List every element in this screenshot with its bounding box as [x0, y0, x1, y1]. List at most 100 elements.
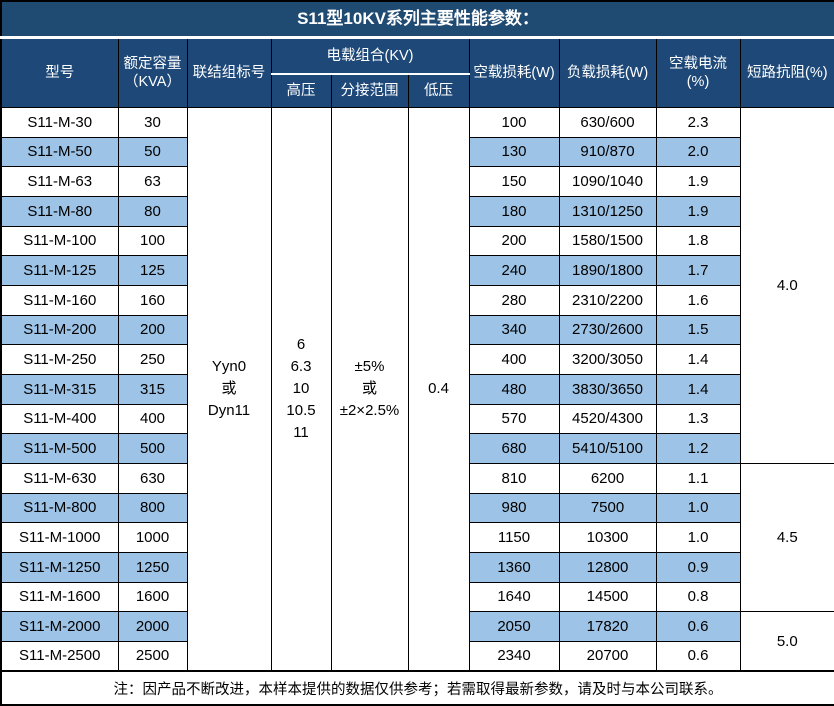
- capacity-cell: 500: [117, 433, 188, 464]
- no-load-loss-cell: 1150: [468, 522, 560, 553]
- no-load-current-cell: 1.9: [655, 166, 741, 197]
- no-load-loss-cell: 2340: [468, 640, 560, 672]
- no-load-loss-cell: 400: [468, 344, 560, 375]
- no-load-current-cell: 1.7: [655, 255, 741, 286]
- lv-value-cell: 0.4: [407, 107, 470, 672]
- no-load-current-cell: 1.1: [655, 462, 741, 494]
- capacity-cell: 125: [117, 255, 188, 286]
- capacity-cell: 1250: [117, 551, 188, 583]
- header-row-1: 型号 额定容量 （KVA） 联结组标号 电载组合(KV) 空载损耗(W) 负载损…: [0, 37, 834, 108]
- load-loss-cell: 10300: [558, 522, 657, 553]
- col-header-capacity: 额定容量 （KVA）: [117, 37, 188, 108]
- load-loss-cell: 6200: [558, 462, 657, 494]
- page-title: S11型10KV系列主要性能参数：: [0, 0, 834, 39]
- load-loss-cell: 12800: [558, 551, 657, 583]
- col-header-model: 型号: [0, 37, 119, 108]
- model-cell: S11-M-1250: [0, 551, 119, 583]
- no-load-current-cell: 2.3: [655, 107, 741, 138]
- capacity-cell: 1000: [117, 522, 188, 553]
- no-load-current-cell: 1.0: [655, 522, 741, 553]
- model-cell: S11-M-30: [0, 107, 119, 138]
- col-header-capacity-line1: 额定容量: [123, 55, 182, 72]
- model-cell: S11-M-250: [0, 344, 119, 375]
- load-loss-cell: 1580/1500: [558, 225, 657, 257]
- table-row: S11-M-1250 1250 1360 12800 0.9: [0, 551, 834, 583]
- capacity-cell: 250: [117, 344, 188, 375]
- no-load-loss-cell: 130: [468, 136, 560, 168]
- model-cell: S11-M-50: [0, 136, 119, 168]
- table-row: S11-M-2000 2000 2050 17820 0.6 5.0: [0, 611, 834, 672]
- model-cell: S11-M-63: [0, 166, 119, 197]
- capacity-cell: 50: [117, 136, 188, 168]
- capacity-cell: 200: [117, 314, 188, 346]
- no-load-current-cell: 1.8: [655, 225, 741, 257]
- no-load-current-cell: 0.6: [655, 640, 741, 672]
- no-load-loss-cell: 2050: [468, 611, 560, 642]
- hv-values-cell-line: 6.3: [290, 358, 312, 375]
- col-header-connection: 联结组标号: [186, 37, 272, 108]
- capacity-cell: 315: [117, 373, 188, 405]
- load-loss-cell: 1090/1040: [558, 166, 657, 197]
- no-load-current-cell: 0.8: [655, 581, 741, 613]
- col-header-lv: 低压: [407, 73, 470, 108]
- tap-range-cell: ±5% 或 ±2×2.5%: [330, 107, 409, 672]
- no-load-loss-cell: 340: [468, 314, 560, 346]
- table-row: S11-M-30 30 Yyn0 或 Dyn11 6 6.3 10 10.5 11 ±5% 或 ±2×2…: [0, 107, 834, 672]
- hv-values-cell-line: 10.5: [286, 402, 316, 419]
- col-header-load-loss: 负载损耗(W): [558, 37, 657, 108]
- load-loss-cell: 17820: [558, 611, 657, 642]
- no-load-current-cell: 1.6: [655, 284, 741, 316]
- table-row: S11-M-630 630 810 6200 1.1 4.5: [0, 462, 834, 613]
- load-loss-cell: 2310/2200: [558, 284, 657, 316]
- capacity-cell: 2500: [117, 640, 188, 672]
- load-loss-cell: 2730/2600: [558, 314, 657, 346]
- capacity-cell: 100: [117, 225, 188, 257]
- table-row: S11-M-315 315 480 3830/3650 1.4: [0, 373, 834, 405]
- col-header-voltage-group: 电载组合(KV): [270, 37, 470, 75]
- model-cell: S11-M-630: [0, 462, 119, 494]
- col-header-tap-range: 分接范围: [330, 73, 409, 108]
- load-loss-cell: 4520/4300: [558, 403, 657, 435]
- table-row: S11-M-200 200 340 2730/2600 1.5: [0, 314, 834, 346]
- lv-value-cell-line: 0.4: [428, 380, 449, 397]
- col-header-no-load-loss: 空载损耗(W): [468, 37, 560, 108]
- table-row: S11-M-2500 2500 2340 20700 0.6: [0, 640, 834, 672]
- model-cell: S11-M-800: [0, 492, 119, 524]
- table-row: S11-M-1600 1600 1640 14500 0.8: [0, 581, 834, 613]
- note-text: 注：因产品不断改进，本样本提供的数据仅供参考；若需取得最新参数，请及时与本公司联…: [0, 670, 834, 706]
- no-load-current-cell: 1.4: [655, 373, 741, 405]
- load-loss-cell: 1890/1800: [558, 255, 657, 286]
- table-row: S11-M-400 400 570 4520/4300 1.3: [0, 403, 834, 435]
- impedance-group-cell: 4.5: [739, 462, 834, 613]
- impedance-group-cell: 5.0: [739, 611, 834, 672]
- col-header-impedance: 短路抗阻(%): [739, 37, 834, 108]
- load-loss-cell: 3200/3050: [558, 344, 657, 375]
- table-row: S11-M-63 63 150 1090/1040 1.9: [0, 166, 834, 197]
- no-load-loss-cell: 980: [468, 492, 560, 524]
- no-load-current-cell: 1.0: [655, 492, 741, 524]
- col-header-capacity-line2: （KVA）: [124, 74, 181, 90]
- model-cell: S11-M-400: [0, 403, 119, 435]
- no-load-loss-cell: 280: [468, 284, 560, 316]
- no-load-loss-cell: 150: [468, 166, 560, 197]
- model-cell: S11-M-100: [0, 225, 119, 257]
- no-load-current-cell: 1.9: [655, 195, 741, 227]
- model-cell: S11-M-1000: [0, 522, 119, 553]
- no-load-loss-cell: 810: [468, 462, 560, 494]
- tap-range-cell-line: ±5%: [354, 358, 385, 375]
- note-row: 注：因产品不断改进，本样本提供的数据仅供参考；若需取得最新参数，请及时与本公司联…: [0, 670, 834, 706]
- no-load-loss-cell: 480: [468, 373, 560, 405]
- col-header-no-load-current: 空载电流(%): [655, 37, 741, 108]
- no-load-loss-cell: 240: [468, 255, 560, 286]
- capacity-cell: 30: [117, 107, 188, 138]
- connection-group-cell-line: Yyn0: [211, 358, 247, 375]
- no-load-current-cell: 0.9: [655, 551, 741, 583]
- capacity-cell: 2000: [117, 611, 188, 642]
- no-load-current-cell: 2.0: [655, 136, 741, 168]
- table-row: S11-M-100 100 200 1580/1500 1.8: [0, 225, 834, 257]
- connection-group-cell-line: 或: [221, 380, 237, 397]
- capacity-cell: 400: [117, 403, 188, 435]
- model-cell: S11-M-2000: [0, 611, 119, 642]
- col-header-hv: 高压: [270, 73, 332, 108]
